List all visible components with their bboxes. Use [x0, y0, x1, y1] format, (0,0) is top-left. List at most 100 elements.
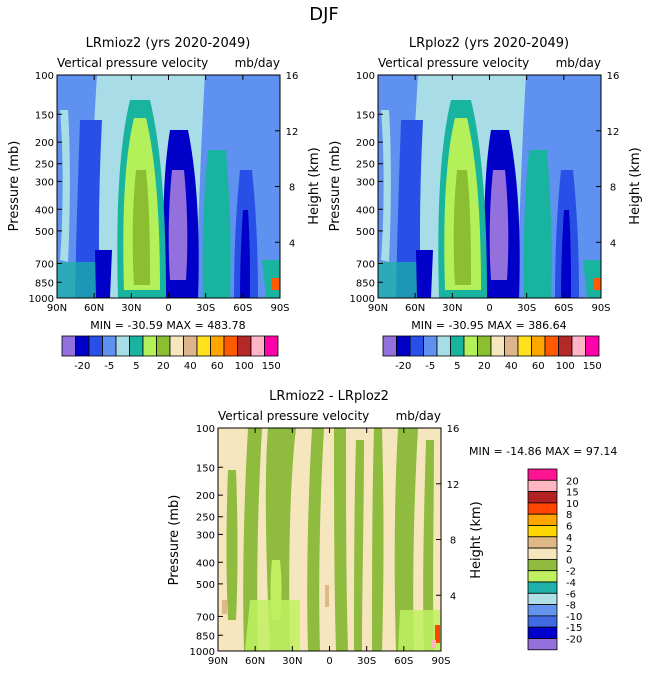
colorbar-swatch — [527, 479, 558, 492]
panel-a-stats: MIN = -30.59 MAX = 483.78 — [90, 319, 245, 332]
x-tick-label: 30S — [196, 303, 215, 314]
colorbar-label: -15 — [566, 623, 582, 634]
y-tick-label: 300 — [196, 530, 215, 541]
y-tick-label: 400 — [356, 205, 375, 216]
y-tick-label: 200 — [356, 138, 375, 149]
panel-a: LRmioz2 (yrs 2020-2049) Vertical pressur… — [7, 36, 322, 372]
y-right-tick-label: 16 — [447, 424, 460, 435]
colorbar-label: 2 — [566, 544, 572, 555]
panel-c-y-right-ticks: 4 8 12 16 — [436, 424, 459, 602]
colorbar-swatch — [196, 335, 211, 357]
panel-a-field — [57, 75, 280, 298]
colorbar-label: -5 — [425, 361, 435, 372]
x-tick-label: 30N — [442, 303, 462, 314]
y-right-tick-label: 8 — [289, 183, 295, 194]
colorbar-swatch — [585, 335, 600, 357]
colorbar-label: -20 — [566, 635, 582, 646]
panel-a-ylabel: Pressure (mb) — [7, 141, 22, 232]
colorbar-swatch — [571, 335, 586, 357]
y-right-tick-label: 4 — [289, 238, 295, 249]
colorbar-swatch — [183, 335, 198, 357]
panel-c-x-ticks: 90N 60N 30N 0 30S 60S 90S — [208, 428, 451, 667]
panel-c: LRmioz2 - LRploz2 Vertical pressure velo… — [167, 389, 617, 667]
panel-c-subtitle-left: Vertical pressure velocity — [218, 409, 369, 423]
x-tick-label: 60S — [554, 303, 573, 314]
y-tick-label: 200 — [196, 491, 215, 502]
x-tick-label: 0 — [486, 303, 492, 314]
colorbar-swatch — [527, 570, 558, 583]
colorbar-label: 150 — [262, 361, 281, 372]
y-tick-label: 150 — [196, 463, 215, 474]
x-tick-label: 90S — [431, 656, 450, 667]
colorbar-swatch — [477, 335, 492, 357]
panel-b-subtitle-left: Vertical pressure velocity — [378, 56, 529, 70]
panel-b-field — [378, 75, 601, 298]
colorbar-swatch — [527, 615, 558, 628]
panel-c-ylabel: Pressure (mb) — [167, 495, 182, 586]
colorbar-swatch — [61, 335, 76, 357]
colorbar-label: -4 — [566, 578, 576, 589]
panel-c-title: LRmioz2 - LRploz2 — [269, 389, 389, 404]
colorbar-swatch — [88, 335, 103, 357]
colorbar-label: -8 — [566, 601, 576, 612]
x-tick-label: 90N — [47, 303, 67, 314]
colorbar-swatch — [527, 513, 558, 526]
panel-c-subtitle-right: mb/day — [396, 409, 441, 423]
y-tick-label: 400 — [196, 558, 215, 569]
y-tick-label: 300 — [35, 177, 54, 188]
panel-a-title: LRmioz2 (yrs 2020-2049) — [86, 36, 251, 51]
x-tick-label: 30S — [517, 303, 536, 314]
colorbar-swatch — [531, 335, 546, 357]
colorbar-label: 60 — [532, 361, 545, 372]
panel-c-y-ticks: 100 150 200 250 300 400 500 700 850 1000 — [190, 424, 223, 658]
colorbar-swatch — [544, 335, 559, 357]
colorbar-swatch — [436, 335, 451, 357]
colorbar-swatch — [527, 592, 558, 605]
x-tick-label: 90N — [208, 656, 228, 667]
colorbar-label: 0 — [566, 555, 572, 566]
colorbar-swatch — [527, 581, 558, 594]
colorbar-swatch — [517, 335, 532, 357]
colorbar-label: -2 — [566, 567, 576, 578]
colorbar-label: 8 — [566, 510, 572, 521]
y-right-tick-label: 8 — [450, 536, 456, 547]
panel-b: LRploz2 (yrs 2020-2049) Vertical pressur… — [328, 36, 643, 372]
panel-b-y-ticks: 100 150 200 250 300 400 500 700 850 1000 — [350, 71, 383, 305]
panel-b-subtitle-right: mb/day — [556, 56, 601, 70]
panel-a-ylabel-right: Height (km) — [307, 147, 322, 224]
colorbar-swatch — [210, 335, 225, 357]
colorbar-swatch — [527, 502, 558, 515]
panel-b-stats: MIN = -30.95 MAX = 386.64 — [411, 319, 566, 332]
colorbar-swatch — [558, 335, 573, 357]
x-tick-label: 60N — [405, 303, 425, 314]
x-tick-label: 30N — [282, 656, 302, 667]
colorbar-swatch — [264, 335, 279, 357]
colorbar-swatch — [382, 335, 397, 357]
panel-c-stats: MIN = -14.86 MAX = 97.14 — [469, 445, 617, 458]
x-tick-label: 60N — [84, 303, 104, 314]
x-tick-label: 60S — [394, 656, 413, 667]
x-tick-label: 60S — [233, 303, 252, 314]
x-tick-label: 0 — [165, 303, 171, 314]
colorbar-swatch — [490, 335, 505, 357]
colorbar-swatch — [527, 604, 558, 617]
colorbar-swatch — [527, 638, 558, 651]
colorbar-label: 60 — [211, 361, 224, 372]
colorbar-swatch — [527, 491, 558, 504]
y-tick-label: 1000 — [350, 294, 375, 305]
colorbar-swatch — [527, 626, 558, 639]
colorbar-swatch — [423, 335, 438, 357]
colorbar-swatch — [75, 335, 90, 357]
x-tick-label: 90S — [591, 303, 610, 314]
y-right-tick-label: 4 — [450, 591, 456, 602]
panel-a-y-ticks: 100 150 200 250 300 400 500 700 850 1000 — [29, 71, 62, 305]
y-tick-label: 200 — [35, 138, 54, 149]
y-tick-label: 1000 — [190, 647, 215, 658]
y-tick-label: 250 — [35, 160, 54, 171]
colorbar-swatch — [527, 559, 558, 572]
colorbar-label: 5 — [133, 361, 139, 372]
colorbar-swatch — [169, 335, 184, 357]
colorbar-label: -10 — [566, 612, 582, 623]
